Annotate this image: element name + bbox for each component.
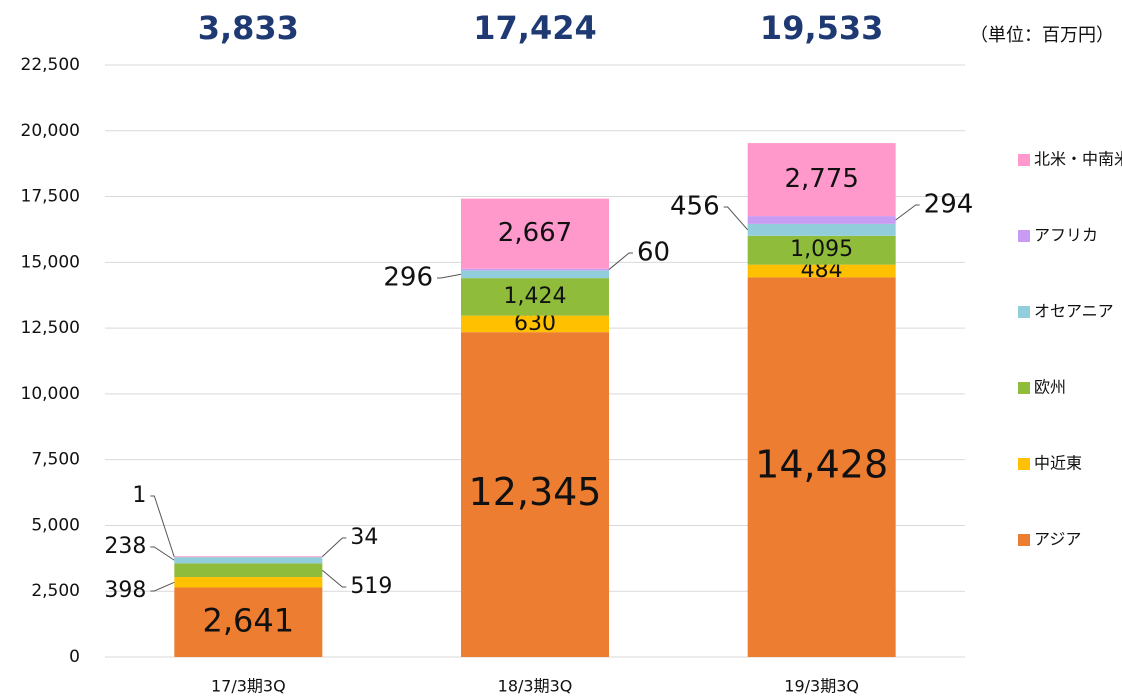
leader-line — [437, 273, 462, 279]
y-tick-label: 2,500 — [31, 581, 80, 601]
y-tick-label: 7,500 — [31, 450, 80, 470]
data-label: 2,775 — [784, 164, 858, 194]
data-label: 1 — [132, 483, 146, 508]
leader-line — [150, 495, 175, 558]
y-tick-label: 15,000 — [21, 252, 80, 272]
bar-segment — [747, 235, 896, 265]
x-tick-label: 18/3期3Q — [498, 677, 573, 696]
bar-segment — [461, 270, 609, 279]
bar-segment — [461, 268, 609, 271]
leader-line — [322, 569, 347, 588]
bar-segment — [747, 264, 896, 278]
leader-line — [150, 546, 175, 561]
bar-segment — [174, 556, 323, 558]
legend-label: 中近東 — [1034, 454, 1082, 473]
legend-swatch — [1018, 230, 1030, 242]
data-label: 2,641 — [203, 601, 295, 639]
bar-segment — [461, 278, 609, 316]
bar-segment — [747, 216, 896, 224]
unit-label: （単位：百万円） — [970, 25, 1114, 46]
legend-swatch — [1018, 458, 1030, 470]
leader-line — [150, 581, 175, 592]
data-label: 14,428 — [755, 443, 888, 487]
bar-segment — [747, 143, 896, 217]
x-tick-label: 19/3期3Q — [784, 677, 859, 696]
y-tick-label: 0 — [69, 647, 80, 667]
data-label: 12,345 — [469, 470, 602, 514]
y-tick-label: 17,500 — [21, 187, 80, 207]
legend-label: オセアニア — [1034, 302, 1114, 321]
data-label: 398 — [104, 578, 146, 603]
y-tick-label: 5,000 — [31, 515, 80, 535]
y-tick-label: 12,500 — [21, 318, 80, 338]
data-label: 2,667 — [498, 218, 572, 248]
data-label: 519 — [350, 574, 392, 599]
total-label: 17,424 — [473, 9, 596, 47]
y-tick-label: 10,000 — [21, 384, 80, 404]
total-label: 19,533 — [760, 9, 883, 47]
data-label: 60 — [637, 238, 670, 268]
leader-line — [608, 252, 633, 270]
data-label: 294 — [924, 190, 974, 220]
bar-segment — [461, 315, 609, 333]
legend-label: 欧州 — [1034, 378, 1066, 397]
bar-segment — [174, 563, 323, 578]
data-label: 1,424 — [504, 284, 567, 309]
legend-label: アフリカ — [1034, 226, 1098, 245]
leader-line — [723, 206, 749, 231]
bar-segment — [747, 277, 896, 657]
leader-line — [321, 537, 347, 558]
data-label: 238 — [104, 534, 146, 559]
bar-segment — [174, 587, 323, 657]
bar-segment — [747, 223, 896, 236]
legend-label: 北米・中南米 — [1034, 150, 1122, 169]
data-label: 1,095 — [790, 237, 853, 262]
bar-segment — [461, 332, 609, 657]
y-tick-label: 22,500 — [21, 55, 80, 75]
x-tick-label: 17/3期3Q — [211, 677, 286, 696]
data-label: 456 — [670, 192, 720, 222]
legend-swatch — [1018, 382, 1030, 394]
bar-segment — [174, 557, 323, 564]
legend-swatch — [1018, 534, 1030, 546]
bar-segment — [174, 577, 323, 588]
data-label: 34 — [350, 525, 378, 550]
legend-label: アジア — [1034, 530, 1081, 549]
legend-swatch — [1018, 154, 1030, 166]
legend-swatch — [1018, 306, 1030, 318]
data-label: 296 — [383, 263, 433, 293]
leader-line — [895, 204, 920, 221]
bar-segment — [461, 198, 609, 269]
y-tick-label: 20,000 — [21, 121, 80, 141]
total-label: 3,833 — [198, 9, 299, 47]
